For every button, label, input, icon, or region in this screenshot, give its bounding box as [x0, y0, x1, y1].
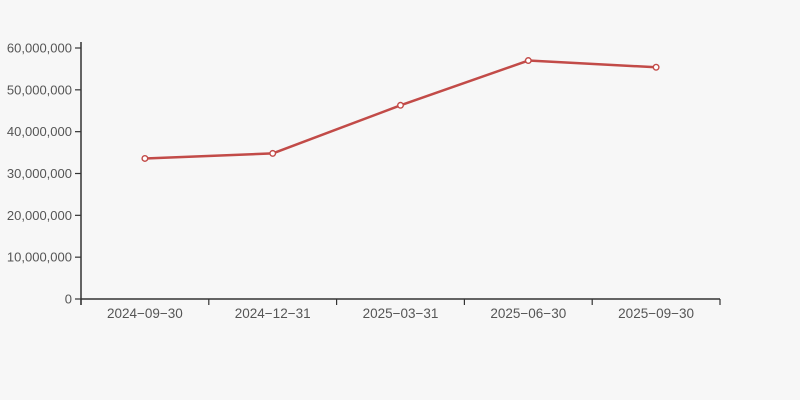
y-axis-label: 30,000,000	[7, 166, 72, 181]
x-axis-label: 2025−03−31	[363, 306, 439, 321]
y-axis-label: 20,000,000	[7, 208, 72, 223]
x-axis-label: 2025−06−30	[490, 306, 566, 321]
y-axis-label: 0	[65, 292, 72, 307]
y-axis-label: 40,000,000	[7, 124, 72, 139]
data-point-marker	[269, 149, 277, 157]
data-point-marker	[397, 101, 405, 109]
x-axis-label: 2024−12−31	[235, 306, 311, 321]
data-point-marker	[524, 57, 532, 65]
series-line	[143, 59, 658, 160]
data-point-marker	[652, 63, 660, 71]
y-axis-label: 50,000,000	[7, 82, 72, 97]
x-axis-label: 2024−09−30	[107, 306, 183, 321]
x-axis-label: 2025−09−30	[618, 306, 694, 321]
y-axis-label: 10,000,000	[7, 250, 72, 265]
data-point-marker	[141, 154, 149, 162]
y-axis-label: 60,000,000	[7, 41, 72, 56]
